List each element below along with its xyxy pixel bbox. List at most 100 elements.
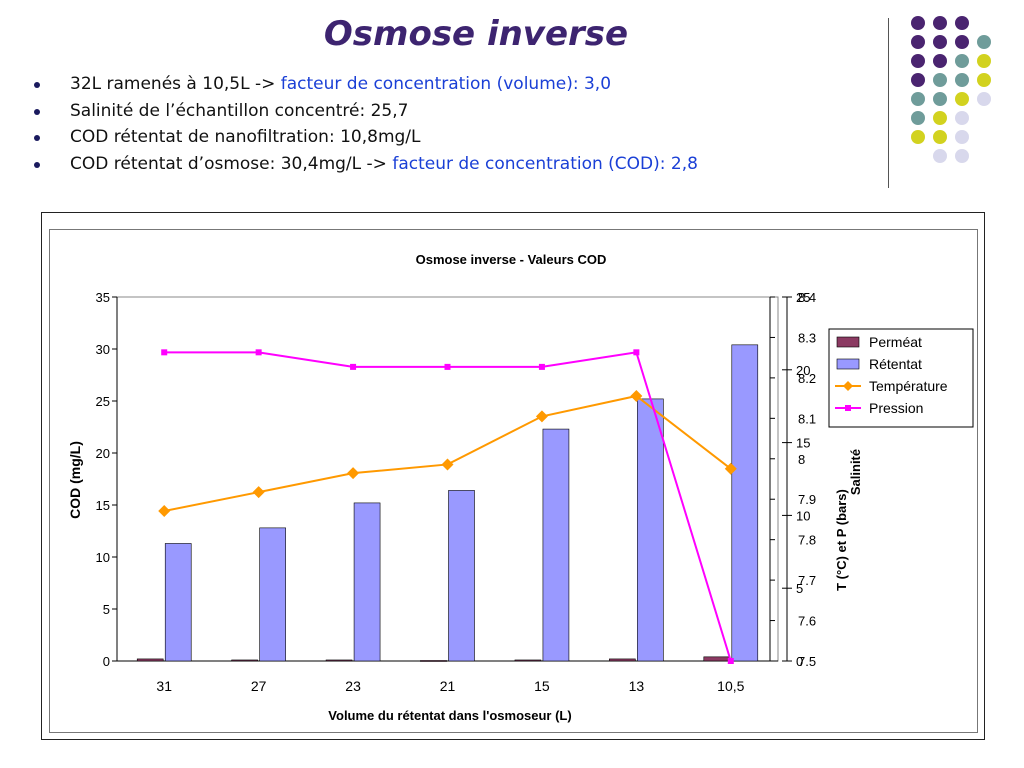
point-pression: [538, 363, 545, 370]
x-tick-label: 23: [345, 678, 361, 694]
right-tick-label: 15: [796, 436, 810, 451]
chart-inner-frame: [49, 229, 978, 733]
deco-dot: [933, 54, 947, 68]
point-pression: [161, 349, 168, 356]
deco-dot: [911, 35, 925, 49]
right-tick-label: 0: [796, 654, 803, 669]
chart-outer-frame: [41, 212, 985, 740]
point-pression: [350, 363, 357, 370]
salinity-tick-label: 7.8: [798, 533, 816, 548]
left-tick-label: 10: [96, 550, 110, 565]
bullet-icon: [34, 82, 40, 88]
point-pression: [255, 349, 262, 356]
bar-retentat: [353, 502, 381, 662]
point-temperature: [724, 462, 737, 475]
bar-retentat: [448, 490, 475, 662]
deco-dot: [911, 54, 925, 68]
point-pression: [444, 363, 451, 370]
point-temperature: [252, 486, 265, 499]
salinity-tick-label: 8.4: [798, 290, 816, 305]
legend-swatch: [836, 358, 860, 370]
bar-retentat: [164, 543, 192, 662]
point-pression: [633, 349, 640, 356]
deco-dot: [933, 130, 947, 144]
deco-dot: [933, 73, 947, 87]
x-tick-label: 21: [440, 678, 456, 694]
bar-permeat: [703, 656, 731, 662]
point-temperature: [630, 390, 643, 403]
deco-dot: [933, 111, 947, 125]
y-axis-label: COD (mg/L): [67, 441, 83, 519]
divider-line: [888, 18, 889, 188]
bullet-text: Salinité de l’échantillon concentré: 25,…: [70, 100, 409, 121]
x-tick-label: 13: [629, 678, 645, 694]
point-temperature: [347, 467, 360, 480]
x-tick-label: 15: [534, 678, 550, 694]
left-tick-label: 35: [96, 290, 110, 305]
bar-permeat: [325, 659, 353, 662]
deco-dot: [955, 35, 969, 49]
legend-label: Perméat: [869, 334, 922, 350]
point-pression: [727, 658, 734, 664]
deco-dot: [911, 92, 925, 106]
legend-marker: [845, 405, 851, 411]
bar-permeat: [514, 659, 542, 662]
bar-permeat: [136, 658, 164, 662]
bullet-item: Salinité de l’échantillon concentré: 25,…: [34, 98, 698, 125]
legend-label: Rétentat: [869, 356, 922, 372]
x-tick-label: 31: [156, 678, 172, 694]
bullet-highlight: facteur de concentration (volume): 3,0: [280, 74, 612, 94]
bullet-highlight: facteur de concentration (COD): 2,8: [392, 153, 698, 174]
deco-dot: [911, 73, 925, 87]
bullet-item: COD rétentat d’osmose: 30,4mg/L -> facte…: [34, 151, 698, 178]
bullet-list: 32L ramenés à 10,5L -> facteur de concen…: [34, 71, 698, 177]
deco-dot: [977, 73, 991, 87]
deco-dot: [955, 149, 969, 163]
salinity-tick-label: 7.5: [798, 654, 816, 669]
bullet-text: 32L ramenés à 10,5L ->: [70, 74, 281, 94]
bullet-icon: [34, 161, 40, 168]
y2-axis-label: T (°C) et P (bars): [834, 489, 849, 591]
deco-dot: [911, 16, 925, 30]
deco-dot: [911, 111, 925, 125]
point-temperature: [535, 410, 548, 423]
left-tick-label: 5: [103, 602, 110, 617]
left-tick-label: 20: [96, 446, 110, 461]
salinity-tick-label: 7.6: [798, 614, 816, 629]
bullet-item: COD rétentat de nanofiltration: 10,8mg/L: [34, 124, 698, 151]
decorative-dot-grid: [911, 16, 991, 163]
salinity-tick-label: 7.9: [798, 492, 816, 507]
deco-dot: [955, 111, 969, 125]
deco-dot: [955, 73, 969, 87]
bar-retentat: [731, 344, 759, 662]
slide-title: Osmose inverse: [323, 14, 629, 54]
deco-dot: [955, 92, 969, 106]
right-tick-label: 10: [796, 508, 810, 523]
deco-dot: [955, 54, 969, 68]
deco-dot: [977, 92, 991, 106]
right-tick-label: 20: [796, 363, 810, 378]
deco-dot: [977, 54, 991, 68]
deco-dot: [911, 130, 925, 144]
deco-dot: [933, 16, 947, 30]
salinity-tick-label: 8.2: [798, 371, 816, 386]
bar-retentat: [542, 428, 570, 662]
x-tick-label: 27: [251, 678, 267, 694]
left-tick-label: 25: [96, 394, 110, 409]
deco-dot: [933, 35, 947, 49]
legend-swatch: [836, 336, 860, 348]
bullet-icon: [34, 108, 40, 115]
deco-dot: [955, 16, 969, 30]
legend-marker: [843, 381, 853, 391]
bar-permeat: [609, 658, 636, 662]
left-tick-label: 30: [96, 342, 110, 357]
bar-retentat: [259, 527, 286, 662]
chart-title: Osmose inverse - Valeurs COD: [416, 252, 607, 267]
right-tick-label: 5: [796, 581, 803, 596]
legend-label: Pression: [869, 400, 923, 416]
left-tick-label: 0: [103, 654, 110, 669]
right-tick-label: 25: [796, 290, 810, 305]
x-tick-label: 10,5: [717, 678, 744, 694]
bullet-icon: [34, 135, 40, 141]
